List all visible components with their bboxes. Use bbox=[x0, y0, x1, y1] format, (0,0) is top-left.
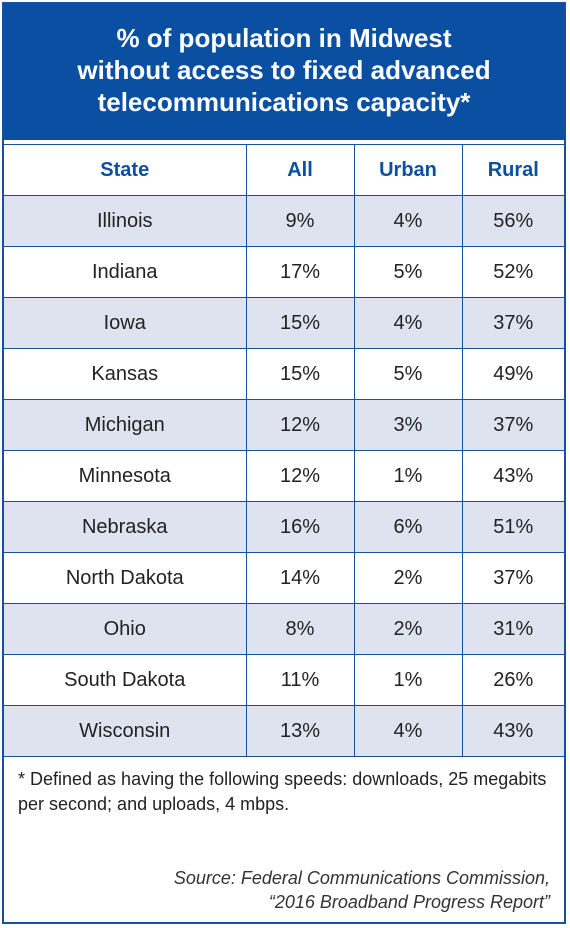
urban-cell: 5% bbox=[353, 246, 463, 298]
table-row: North Dakota 14% 2% 37% bbox=[4, 552, 564, 604]
all-cell: 15% bbox=[245, 297, 355, 349]
state-cell: Iowa bbox=[4, 297, 247, 349]
state-cell: Indiana bbox=[4, 246, 247, 298]
all-cell: 15% bbox=[245, 348, 355, 400]
state-cell: Ohio bbox=[4, 603, 247, 655]
rural-cell: 37% bbox=[461, 399, 564, 451]
column-header-urban: Urban bbox=[353, 144, 463, 196]
table-row: Kansas 15% 5% 49% bbox=[4, 348, 564, 400]
urban-cell: 4% bbox=[353, 195, 463, 247]
column-header-state: State bbox=[4, 144, 247, 196]
urban-cell: 3% bbox=[353, 399, 463, 451]
urban-cell: 5% bbox=[353, 348, 463, 400]
chart-title-line-3: telecommunications capacity* bbox=[97, 87, 471, 117]
source-line-2: “2016 Broadband Progress Report” bbox=[268, 892, 550, 912]
table-row: Iowa 15% 4% 37% bbox=[4, 297, 564, 349]
all-cell: 13% bbox=[245, 705, 355, 757]
rural-cell: 43% bbox=[461, 705, 564, 757]
table-row: South Dakota 11% 1% 26% bbox=[4, 654, 564, 706]
footnote: * Defined as having the following speeds… bbox=[18, 769, 547, 814]
urban-cell: 1% bbox=[353, 450, 463, 502]
state-cell: South Dakota bbox=[4, 654, 247, 706]
table-body: Illinois 9% 4% 56% Indiana 17% 5% 52% Iowa 15% 4% 3… bbox=[4, 195, 564, 757]
state-cell: Kansas bbox=[4, 348, 247, 400]
urban-cell: 4% bbox=[353, 297, 463, 349]
column-header-all: All bbox=[245, 144, 355, 196]
table-row: Minnesota 12% 1% 43% bbox=[4, 450, 564, 502]
rural-cell: 49% bbox=[461, 348, 564, 400]
rural-cell: 56% bbox=[461, 195, 564, 247]
all-cell: 11% bbox=[245, 654, 355, 706]
table-row: Illinois 9% 4% 56% bbox=[4, 195, 564, 247]
all-cell: 14% bbox=[245, 552, 355, 604]
state-cell: Michigan bbox=[4, 399, 247, 451]
state-cell: Wisconsin bbox=[4, 705, 247, 757]
data-table: State All Urban Rural Illinois 9% 4% 56% Ind… bbox=[4, 144, 564, 757]
state-cell: Illinois bbox=[4, 195, 247, 247]
source-line-1: Source: Federal Communications Commissio… bbox=[173, 868, 550, 888]
urban-cell: 6% bbox=[353, 501, 463, 553]
all-cell: 16% bbox=[245, 501, 355, 553]
urban-cell: 2% bbox=[353, 552, 463, 604]
all-cell: 9% bbox=[245, 195, 355, 247]
all-cell: 8% bbox=[245, 603, 355, 655]
chart-title-line-2: without access to fixed advanced bbox=[77, 55, 491, 85]
chart-title-line-1: % of population in Midwest bbox=[116, 23, 452, 53]
rural-cell: 51% bbox=[461, 501, 564, 553]
table-row: Nebraska 16% 6% 51% bbox=[4, 501, 564, 553]
rural-cell: 26% bbox=[461, 654, 564, 706]
rural-cell: 31% bbox=[461, 603, 564, 655]
table-header-row: State All Urban Rural bbox=[4, 144, 564, 196]
rural-cell: 37% bbox=[461, 552, 564, 604]
urban-cell: 4% bbox=[353, 705, 463, 757]
rural-cell: 52% bbox=[461, 246, 564, 298]
column-header-rural: Rural bbox=[461, 144, 564, 196]
all-cell: 12% bbox=[245, 399, 355, 451]
urban-cell: 2% bbox=[353, 603, 463, 655]
all-cell: 12% bbox=[245, 450, 355, 502]
rural-cell: 43% bbox=[461, 450, 564, 502]
table-row: Ohio 8% 2% 31% bbox=[4, 603, 564, 655]
rural-cell: 37% bbox=[461, 297, 564, 349]
table-row: Wisconsin 13% 4% 43% bbox=[4, 705, 564, 757]
all-cell: 17% bbox=[245, 246, 355, 298]
table-row: Indiana 17% 5% 52% bbox=[4, 246, 564, 298]
state-cell: Minnesota bbox=[4, 450, 247, 502]
table-row: Michigan 12% 3% 37% bbox=[4, 399, 564, 451]
state-cell: North Dakota bbox=[4, 552, 247, 604]
chart-title: % of population in Midwest without acces… bbox=[4, 4, 564, 140]
source-note: Source: Federal Communications Commissio… bbox=[14, 866, 550, 914]
urban-cell: 1% bbox=[353, 654, 463, 706]
state-cell: Nebraska bbox=[4, 501, 247, 553]
